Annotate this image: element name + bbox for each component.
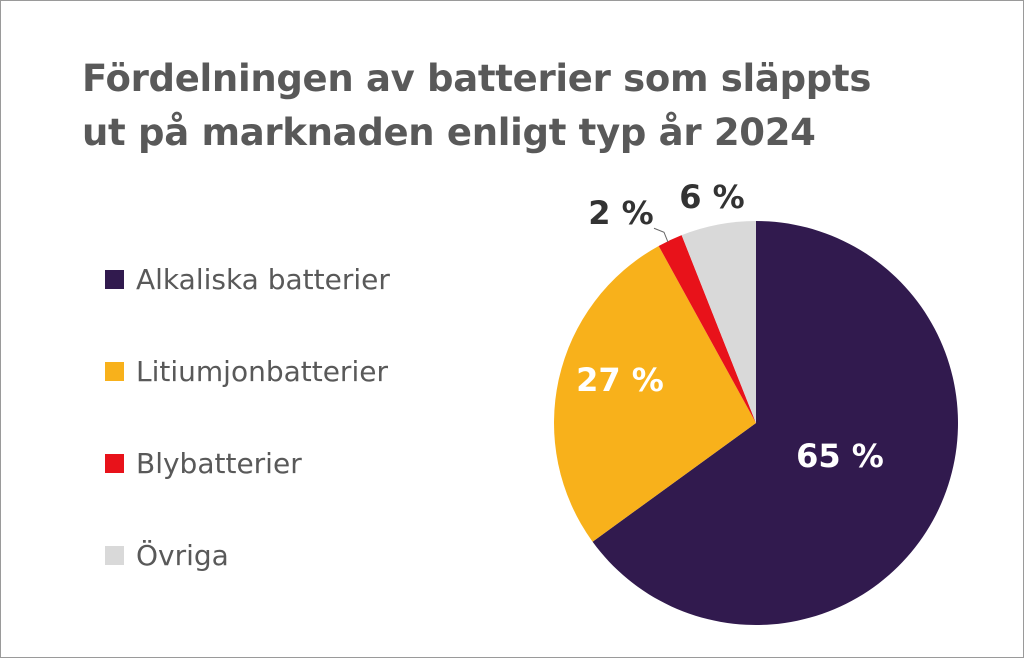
pie-chart: 65 % 27 % 2 % 6 % [0,0,1024,658]
data-label-bly: 2 % [588,194,653,232]
data-label-litiumjon: 27 % [576,361,664,399]
data-label-alkaliska: 65 % [796,437,884,475]
leader-line-bly [654,228,668,242]
data-label-ovriga: 6 % [679,178,744,216]
